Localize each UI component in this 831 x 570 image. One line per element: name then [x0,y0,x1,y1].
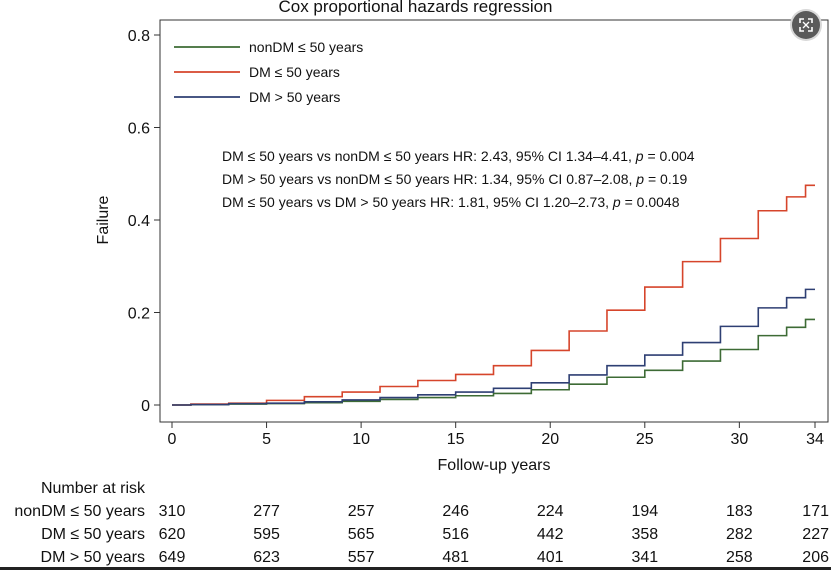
y-tick-label: 0.2 [128,306,150,323]
bottom-border [0,567,831,570]
x-axis-label: Follow-up years [438,457,551,474]
x-tick-label: 20 [541,431,559,448]
hr-annotation: DM ≤ 50 years vs DM > 50 years HR: 1.81,… [222,194,680,210]
hr-annotation: DM > 50 years vs nonDM ≤ 50 years HR: 1.… [222,171,687,187]
y-tick-label: 0.4 [128,213,150,230]
risk-value: 310 [159,503,186,520]
y-axis-label: Failure [95,195,112,244]
legend-label: DM > 50 years [249,89,340,105]
risk-value: 183 [726,503,753,520]
risk-value: 206 [802,549,829,566]
risk-table-title: Number at risk [41,480,146,497]
x-tick-label: 34 [806,431,824,448]
risk-value: 516 [442,526,469,543]
x-tick-label: 30 [730,431,748,448]
risk-value: 282 [726,526,753,543]
risk-row-label: DM ≤ 50 years [41,526,145,543]
risk-value: 649 [159,549,186,566]
risk-value: 565 [348,526,375,543]
y-tick-label: 0.6 [128,121,150,138]
x-tick-label: 0 [168,431,177,448]
x-tick-label: 25 [636,431,654,448]
risk-value: 401 [537,549,564,566]
chart-title: Cox proportional hazards regression [278,0,553,16]
x-tick-label: 10 [352,431,370,448]
risk-value: 194 [631,503,658,520]
risk-value: 623 [253,549,280,566]
risk-value: 224 [537,503,564,520]
risk-value: 258 [726,549,753,566]
series-line [172,184,815,406]
risk-value: 595 [253,526,280,543]
risk-value: 620 [159,526,186,543]
risk-value: 277 [253,503,280,520]
risk-row-label: nonDM ≤ 50 years [14,503,145,520]
risk-value: 341 [631,549,658,566]
y-tick-label: 0 [141,398,150,415]
risk-value: 358 [631,526,658,543]
legend-label: DM ≤ 50 years [249,64,340,80]
risk-value: 171 [802,503,829,520]
x-tick-label: 15 [447,431,465,448]
x-tick-label: 5 [262,431,271,448]
expand-icon [799,18,813,32]
risk-value: 442 [537,526,564,543]
legend-label: nonDM ≤ 50 years [249,39,363,55]
series-line [172,288,815,406]
hr-annotation: DM ≤ 50 years vs nonDM ≤ 50 years HR: 2.… [222,148,695,164]
risk-value: 246 [442,503,469,520]
risk-value: 481 [442,549,469,566]
risk-value: 227 [802,526,829,543]
plot-frame [159,19,829,423]
risk-row-label: DM > 50 years [41,549,145,566]
risk-value: 257 [348,503,375,520]
y-tick-label: 0.8 [128,28,150,45]
risk-value: 557 [348,549,375,566]
expand-button[interactable] [792,11,820,39]
